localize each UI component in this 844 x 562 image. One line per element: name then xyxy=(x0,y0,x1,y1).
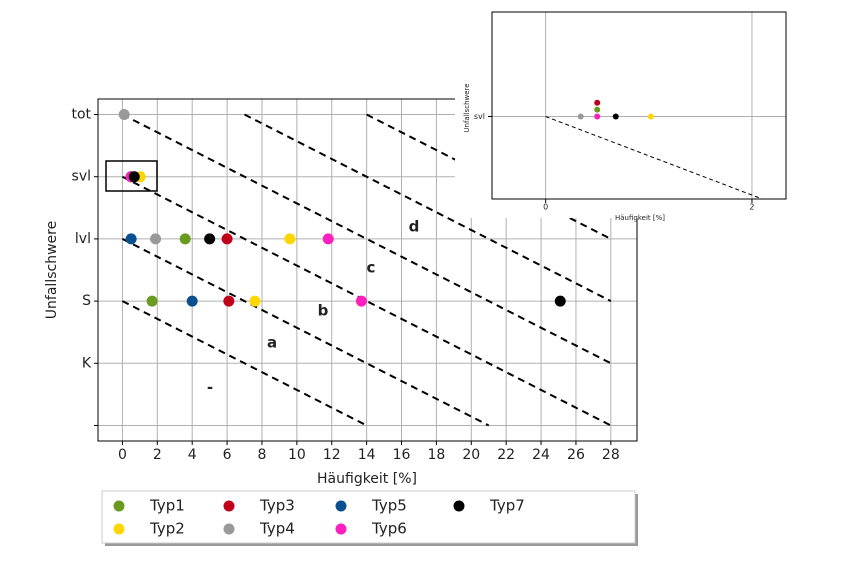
legend-label: Typ5 xyxy=(371,497,407,515)
data-point xyxy=(128,171,140,183)
x-tick-label: 22 xyxy=(497,447,515,463)
y-axis-label: Unfallschwere xyxy=(463,83,471,132)
data-point xyxy=(355,295,367,307)
legend-marker xyxy=(335,523,347,535)
y-tick-label: tot xyxy=(71,107,91,123)
data-point xyxy=(612,113,619,120)
data-point xyxy=(118,109,130,121)
data-point xyxy=(594,113,601,120)
legend-marker xyxy=(113,500,125,512)
data-point xyxy=(647,113,654,120)
legend-label: Typ4 xyxy=(259,520,295,538)
x-axis-label: Häufigkeit [%] xyxy=(317,471,417,487)
legend-marker xyxy=(113,523,125,535)
boundary-line xyxy=(121,113,612,365)
region-label: d xyxy=(409,218,420,236)
inset-chart: 0 2 svl Häufigkeit [%] Unfallschwere xyxy=(463,11,787,222)
x-tick-label: 0 xyxy=(118,447,127,463)
y-tick-label: svl xyxy=(72,169,91,185)
x-tick-label: 8 xyxy=(258,447,267,463)
y-tick-label: lvl xyxy=(75,231,91,247)
y-axis-label: Unfallschwere xyxy=(44,221,60,319)
x-tick-label: 4 xyxy=(188,447,197,463)
boundary-line xyxy=(545,116,763,200)
x-tick-label: 12 xyxy=(323,447,341,463)
data-point xyxy=(284,233,296,245)
data-point xyxy=(179,233,191,245)
data-point xyxy=(146,295,158,307)
legend-marker xyxy=(453,500,465,512)
legend-marker xyxy=(223,500,235,512)
data-point xyxy=(125,233,137,245)
x-tick-label: 6 xyxy=(223,447,232,463)
region-label: c xyxy=(367,259,376,277)
x-tick-label: 20 xyxy=(462,447,480,463)
legend-label: Typ2 xyxy=(149,520,185,538)
x-tick-label: 14 xyxy=(358,447,376,463)
boundary-line xyxy=(121,175,612,427)
x-tick-label: 16 xyxy=(393,447,411,463)
region-label: b xyxy=(318,302,329,320)
legend: Typ1 Typ2 Typ3 Typ4 Typ5 Typ6 Typ7 xyxy=(101,490,638,546)
data-point xyxy=(223,295,235,307)
data-point xyxy=(577,113,584,120)
x-tick-label: 2 xyxy=(153,447,162,463)
x-axis-label: Häufigkeit [%] xyxy=(615,214,665,222)
data-point xyxy=(204,233,216,245)
legend-marker xyxy=(223,523,235,535)
boundary-line xyxy=(121,300,368,427)
x-tick-label: 28 xyxy=(602,447,620,463)
data-point xyxy=(322,233,334,245)
plot-area xyxy=(492,12,786,199)
y-tick-label: K xyxy=(82,355,92,371)
legend-label: Typ7 xyxy=(489,497,525,515)
data-point xyxy=(249,295,261,307)
boundary-line xyxy=(244,113,612,302)
region-label: a xyxy=(267,334,277,352)
legend-marker xyxy=(335,500,347,512)
plot-frame xyxy=(491,11,787,200)
data-point xyxy=(186,295,198,307)
data-point xyxy=(594,106,601,113)
legend-label: Typ3 xyxy=(259,497,295,515)
y-tick-label: svl xyxy=(474,112,485,121)
x-tick-label: 24 xyxy=(532,447,550,463)
legend-label: Typ6 xyxy=(371,520,407,538)
legend-box xyxy=(101,490,636,544)
x-tick-label: 0 xyxy=(543,203,548,212)
data-point xyxy=(221,233,233,245)
data-point xyxy=(594,99,601,106)
x-tick-label: 10 xyxy=(288,447,306,463)
boundary-line xyxy=(121,238,490,427)
x-tick-label: 26 xyxy=(567,447,585,463)
region-label: - xyxy=(207,379,213,397)
x-tick-label: 18 xyxy=(427,447,445,463)
data-point xyxy=(554,295,566,307)
plot-frame xyxy=(97,98,638,442)
y-tick-label: S xyxy=(82,293,91,309)
data-point xyxy=(150,233,162,245)
zoom-box xyxy=(105,160,158,192)
x-tick-label: 2 xyxy=(749,203,754,212)
legend-label: Typ1 xyxy=(149,497,185,515)
